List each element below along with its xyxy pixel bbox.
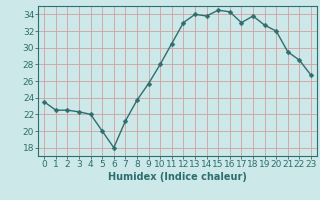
X-axis label: Humidex (Indice chaleur): Humidex (Indice chaleur) [108, 172, 247, 182]
